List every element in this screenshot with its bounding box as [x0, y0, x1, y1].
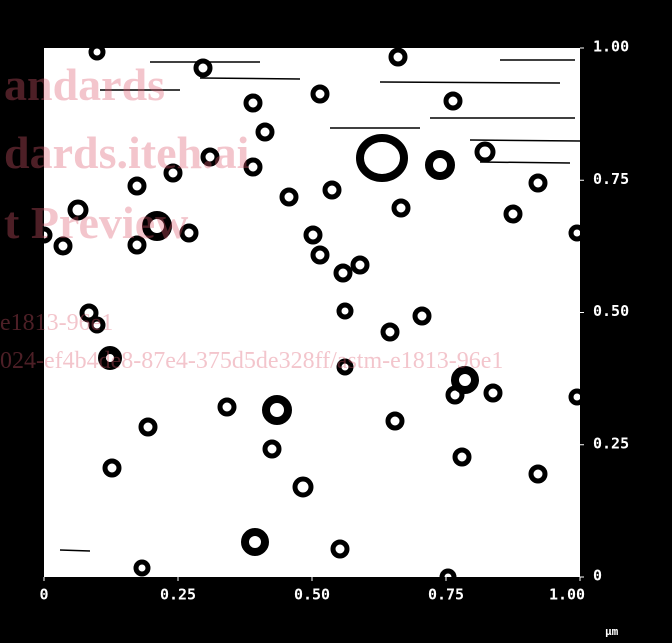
y-tick-label: 0.25 — [593, 434, 629, 452]
watermark-text: andards — [4, 59, 165, 110]
y-tick-label: 0 — [593, 567, 602, 585]
y-tick-label: 0.50 — [593, 302, 629, 320]
watermark-text: t Preview — [4, 197, 188, 248]
x-tick-label: 0 — [39, 586, 48, 604]
x-tick-label: 0.50 — [294, 586, 330, 604]
watermark-text: dards.iteh.ai — [4, 127, 250, 178]
watermark: andards dards.iteh.ai t Preview e1813-96… — [0, 59, 503, 374]
x-tick-label: 0.75 — [428, 586, 464, 604]
y-tick-label: 1.00 — [593, 38, 629, 56]
x-axis-unit: μm — [605, 625, 619, 638]
y-tick-label: 0.75 — [593, 170, 629, 188]
watermark-text: e1813-96e1 — [0, 310, 113, 336]
scan-streaks — [59, 59, 581, 552]
x-tick-label: 0.25 — [160, 586, 196, 604]
watermark-text: 024-ef4b4de8-87e4-375d5de328ff/astm-e181… — [0, 348, 503, 374]
particles — [35, 43, 586, 586]
x-tick-label: 1.00 — [549, 586, 585, 604]
